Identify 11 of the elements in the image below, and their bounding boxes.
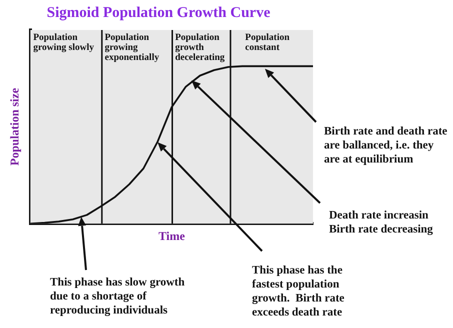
text: Population growing exponentially: [104, 33, 160, 64]
chart-title: Sigmoid Population Growth Curve: [46, 4, 271, 21]
y-axis-title: Population size: [7, 87, 22, 166]
text: This phase has the fastest population growth. Birth rate exceeds death rate: [252, 264, 344, 319]
text: Population growth decelerating: [175, 33, 225, 64]
text: Death rate increasin Birth rate decreasing: [329, 210, 434, 236]
text: This phase has slow growth due to a shortage of reproducing individuals: [50, 276, 186, 317]
x-axis-title: Time: [158, 228, 186, 243]
text: Population growing slowly: [33, 33, 94, 54]
text: Birth rate and death rate are ballanced, i.e. they are at equilibrium: [324, 126, 448, 166]
text: Population constant: [245, 33, 290, 54]
